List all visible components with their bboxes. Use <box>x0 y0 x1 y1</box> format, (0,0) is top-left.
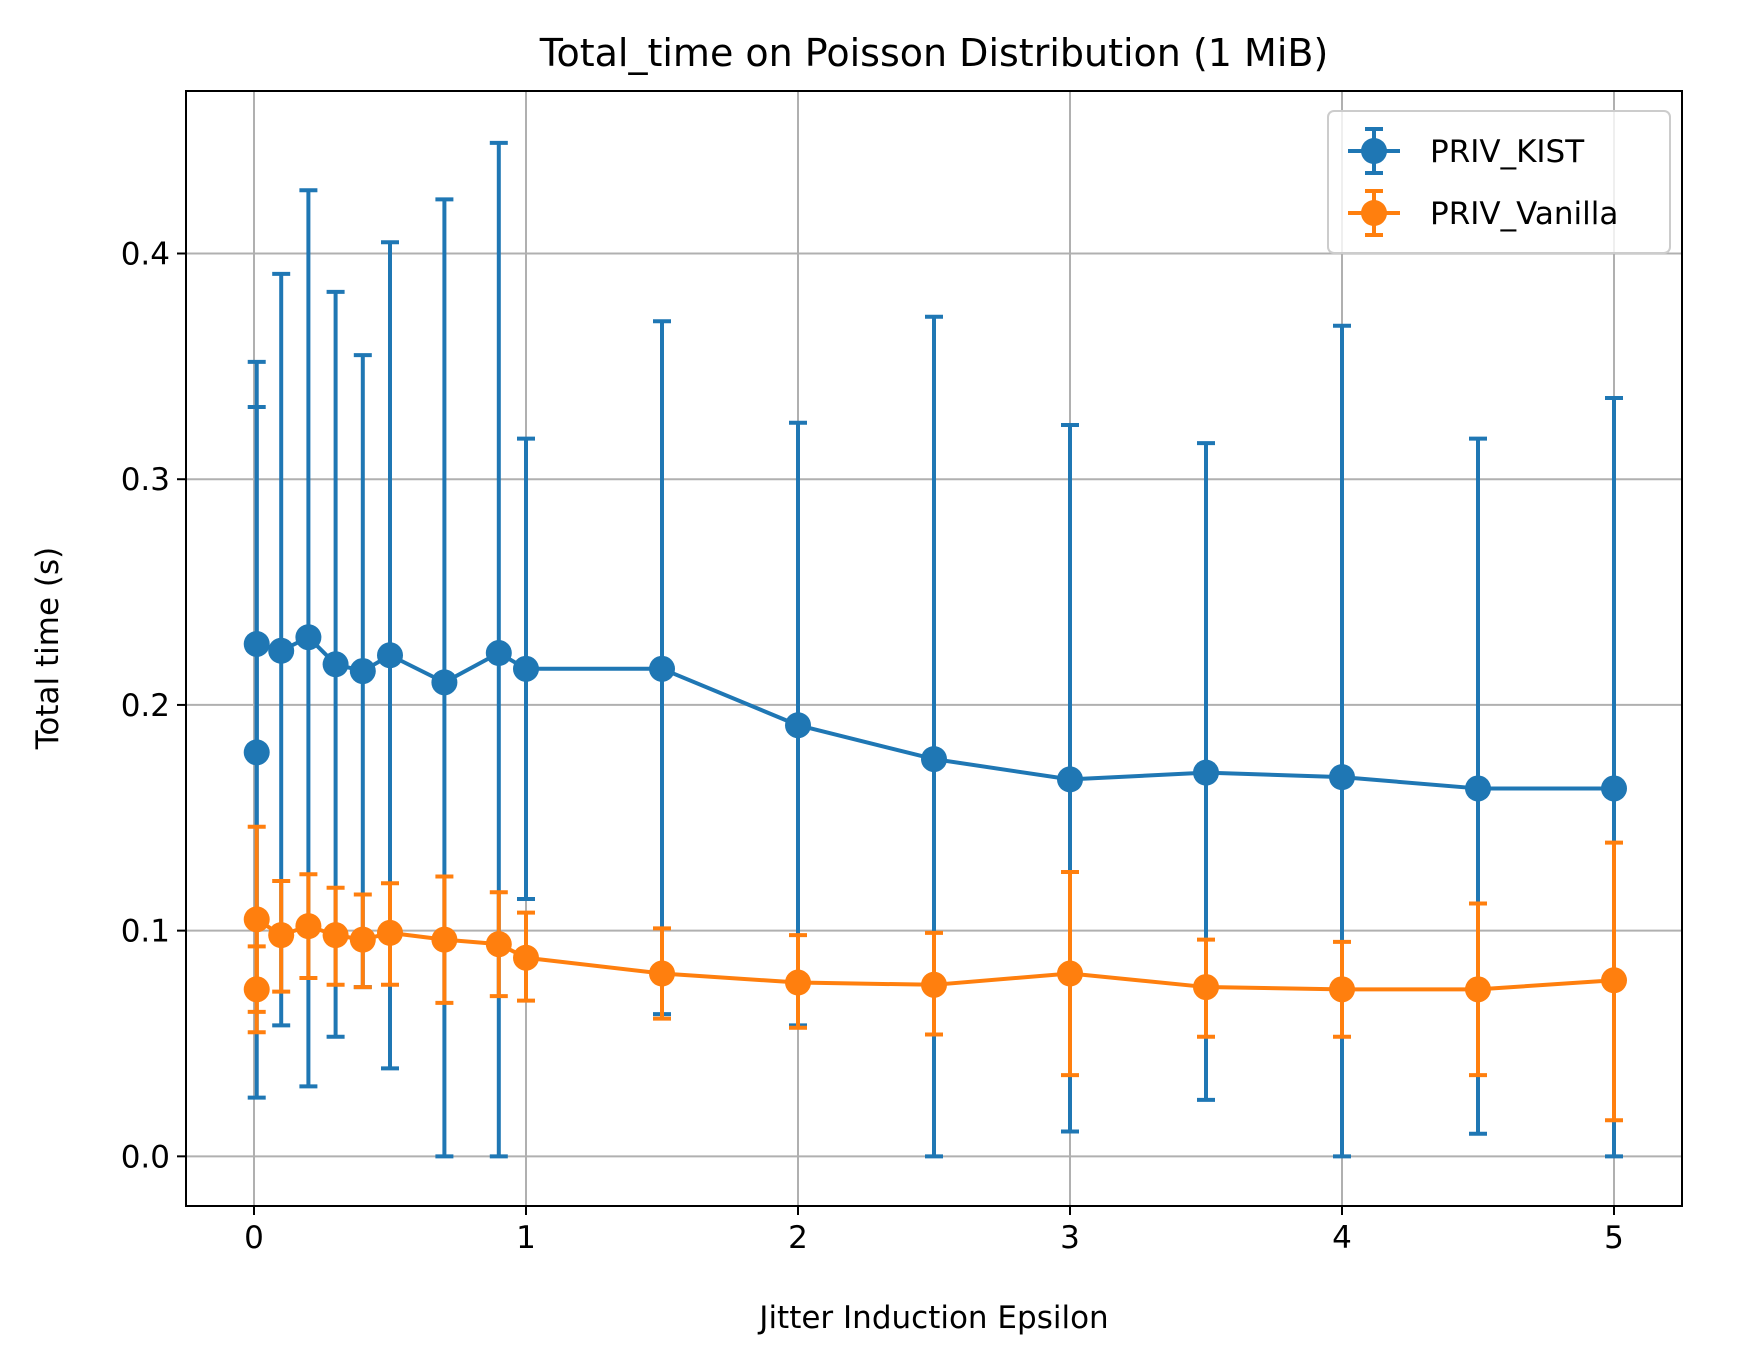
data-point <box>1465 976 1491 1003</box>
data-point <box>649 655 675 682</box>
data-point <box>485 640 512 667</box>
data-point <box>322 651 349 678</box>
data-point <box>243 906 270 933</box>
data-point <box>785 969 811 996</box>
data-point <box>513 944 539 971</box>
data-point <box>295 624 322 651</box>
data-point <box>1057 960 1083 987</box>
data-point <box>349 926 376 953</box>
data-point <box>377 642 403 669</box>
data-point <box>921 971 947 998</box>
data-point <box>243 976 270 1003</box>
data-point <box>921 746 947 773</box>
legend-box <box>1327 110 1671 254</box>
data-point <box>1193 974 1219 1001</box>
y-tick-label: 0.3 <box>121 462 170 498</box>
data-point <box>1601 967 1627 994</box>
x-tick-label: 4 <box>1332 1220 1352 1256</box>
x-tick-label: 2 <box>788 1220 808 1256</box>
data-point <box>268 922 295 949</box>
legend-marker <box>1361 138 1387 164</box>
data-point <box>377 919 403 946</box>
plot-area <box>243 140 1627 1159</box>
axes-frame <box>185 90 1683 1207</box>
x-tick-label: 1 <box>516 1220 536 1256</box>
legend: PRIV_KIST PRIV_Vanilla <box>1327 110 1671 254</box>
data-point <box>1465 775 1491 802</box>
data-point <box>1193 759 1219 786</box>
data-point <box>513 655 539 682</box>
data-point <box>785 712 811 739</box>
data-point <box>349 658 376 685</box>
y-tick-label: 0.1 <box>121 914 170 950</box>
data-point <box>1329 976 1355 1003</box>
axis-ticks: 0 1 2 3 4 5 0.0 0.1 0.2 0.3 0.4 <box>121 237 1624 1256</box>
legend-marker <box>1361 200 1387 226</box>
data-point <box>649 960 675 987</box>
y-tick-label: 0.2 <box>121 688 170 724</box>
series-PRIV_Vanilla <box>243 824 1627 1123</box>
x-tick-label: 0 <box>244 1220 264 1256</box>
data-point <box>243 630 270 657</box>
legend-label: PRIV_Vanilla <box>1430 196 1618 232</box>
data-point <box>1057 766 1083 793</box>
x-tick-label: 3 <box>1060 1220 1080 1256</box>
y-tick-label: 0.0 <box>121 1139 170 1175</box>
chart-title: Total_time on Poisson Distribution (1 Mi… <box>539 31 1329 75</box>
data-point <box>268 637 295 664</box>
data-point <box>295 913 322 940</box>
data-point <box>1601 775 1627 802</box>
x-tick-label: 5 <box>1604 1220 1624 1256</box>
data-point <box>1329 764 1355 791</box>
legend-label: PRIV_KIST <box>1430 134 1585 170</box>
data-point <box>485 931 512 958</box>
data-point <box>243 739 270 766</box>
x-axis-label: Jitter Induction Epsilon <box>757 1300 1108 1336</box>
y-tick-label: 0.4 <box>121 237 170 273</box>
data-point <box>322 922 349 949</box>
data-point <box>431 926 458 953</box>
y-axis-label: Total time (s) <box>30 547 66 750</box>
data-point <box>431 669 458 696</box>
